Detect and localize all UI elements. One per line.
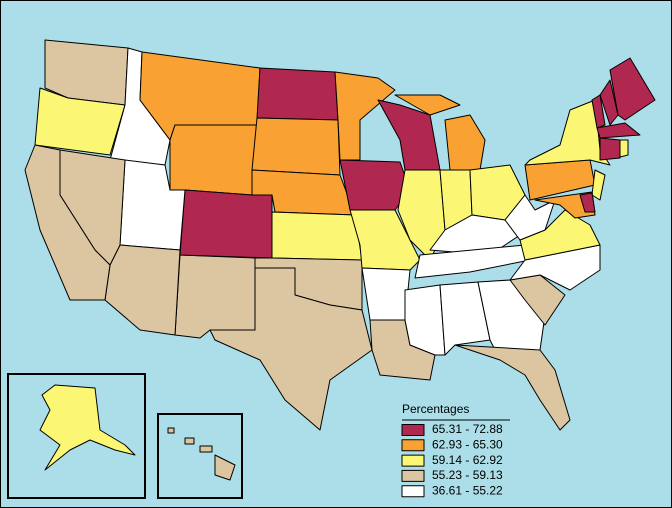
- state: [39, 384, 136, 471]
- state: [214, 454, 236, 481]
- state: [334, 71, 396, 161]
- state: [619, 139, 629, 158]
- state: [167, 427, 175, 434]
- state: [271, 211, 363, 261]
- legend-label: 59.14 - 62.92: [432, 453, 503, 467]
- legend-swatch: [401, 454, 425, 467]
- state: [444, 114, 486, 171]
- state: [251, 117, 341, 176]
- legend-label: 62.93 - 65.30: [432, 437, 503, 451]
- legend-title: Percentages: [402, 402, 469, 416]
- state: [596, 122, 641, 139]
- state: [599, 137, 621, 161]
- state: [394, 94, 461, 116]
- state: [174, 254, 256, 339]
- state: [184, 437, 195, 445]
- legend-swatch: [401, 439, 425, 452]
- state: [599, 79, 619, 126]
- legend-swatch: [401, 469, 425, 482]
- state: [404, 284, 446, 356]
- state: [579, 192, 596, 213]
- state: [591, 94, 606, 129]
- legend-swatch: [401, 424, 425, 436]
- hawaii-inset: [157, 413, 243, 499]
- state: [256, 67, 339, 121]
- state: [361, 267, 411, 321]
- states: [24, 39, 656, 431]
- state: [454, 344, 571, 431]
- state: [591, 169, 606, 201]
- state: [179, 189, 273, 259]
- legend-label: 65.31 - 72.88: [432, 422, 503, 436]
- state: [209, 267, 373, 431]
- state: [34, 87, 126, 156]
- state: [169, 124, 258, 196]
- state: [439, 281, 491, 356]
- legend-label: 55.23 - 59.13: [432, 468, 503, 482]
- legend-label: 36.61 - 55.22: [432, 483, 503, 497]
- state: [534, 191, 596, 219]
- state: [199, 445, 213, 453]
- legend-swatch: [401, 485, 425, 498]
- state: [24, 144, 111, 301]
